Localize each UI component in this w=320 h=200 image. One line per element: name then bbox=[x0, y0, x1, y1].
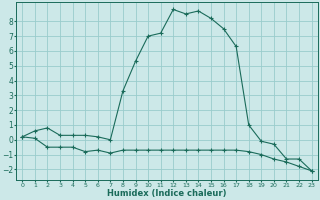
X-axis label: Humidex (Indice chaleur): Humidex (Indice chaleur) bbox=[107, 189, 227, 198]
